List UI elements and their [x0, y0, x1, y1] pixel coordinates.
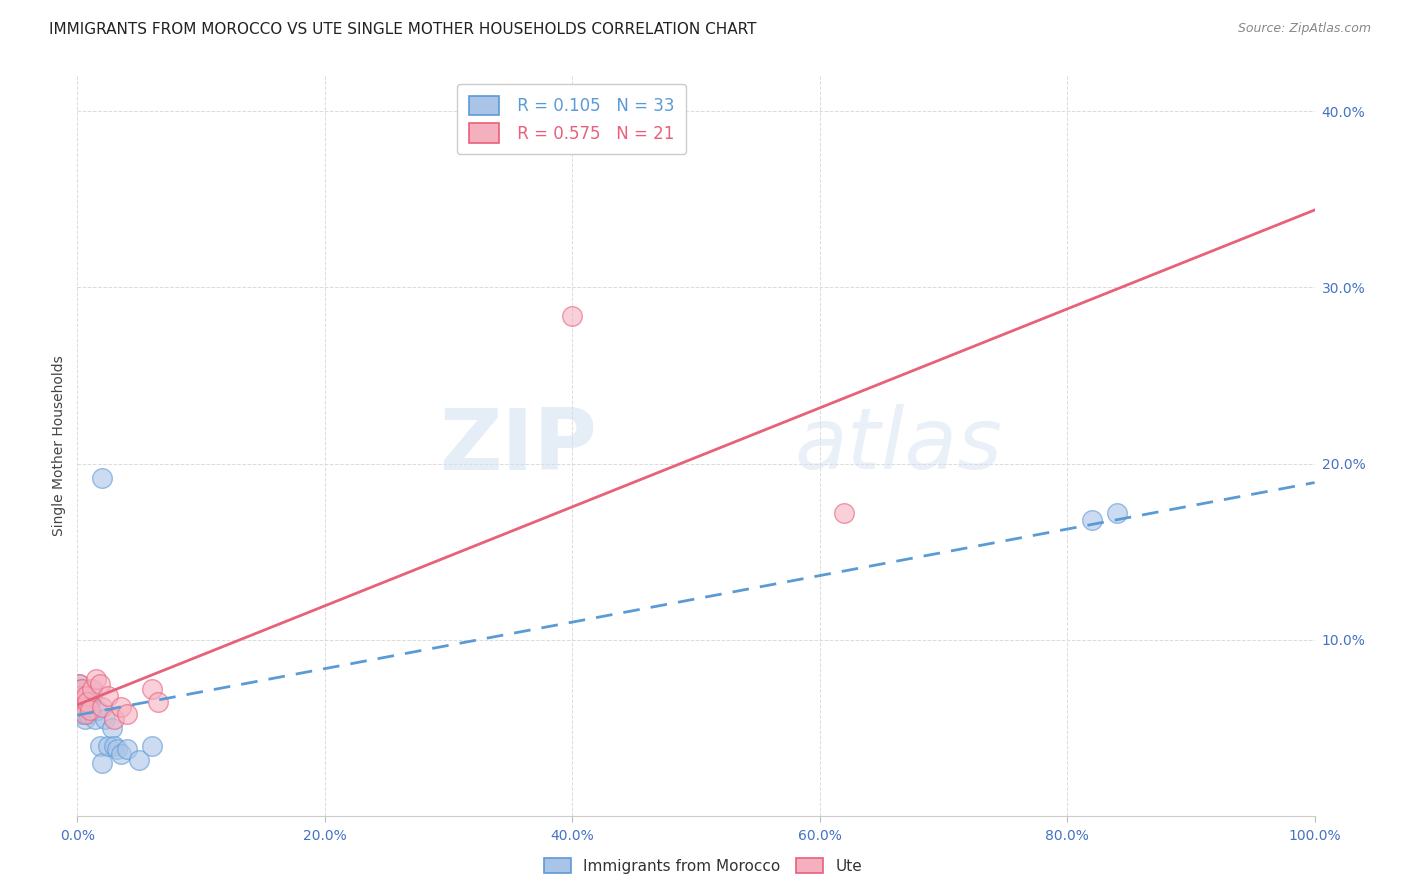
- Point: [72, 699, 94, 714]
- Point: [69, 682, 91, 697]
- Point: [73, 695, 96, 709]
- Point: [83, 712, 105, 726]
- Point: [75, 703, 97, 717]
- Point: [70, 706, 93, 721]
- Point: [70, 695, 93, 709]
- Point: [86, 703, 108, 717]
- Point: [115, 742, 138, 756]
- Point: [115, 706, 138, 721]
- Point: [146, 695, 169, 709]
- Point: [105, 742, 128, 756]
- Text: IMMIGRANTS FROM MOROCCO VS UTE SINGLE MOTHER HOUSEHOLDS CORRELATION CHART: IMMIGRANTS FROM MOROCCO VS UTE SINGLE MO…: [49, 22, 756, 37]
- Point: [110, 747, 132, 762]
- Point: [89, 677, 111, 691]
- Point: [82, 690, 104, 704]
- Point: [76, 695, 98, 709]
- Point: [77, 706, 100, 721]
- Point: [110, 699, 132, 714]
- Point: [141, 739, 163, 753]
- Point: [73, 712, 96, 726]
- Point: [72, 706, 94, 721]
- Point: [69, 690, 91, 704]
- Point: [91, 699, 114, 714]
- Point: [72, 682, 94, 697]
- Point: [67, 677, 90, 691]
- Text: Source: ZipAtlas.com: Source: ZipAtlas.com: [1237, 22, 1371, 36]
- Point: [97, 690, 120, 704]
- Point: [67, 677, 90, 691]
- Point: [76, 699, 98, 714]
- Point: [834, 506, 856, 520]
- Point: [128, 753, 150, 767]
- Point: [91, 756, 114, 771]
- Point: [69, 699, 91, 714]
- Point: [93, 712, 115, 726]
- Point: [72, 682, 94, 697]
- Point: [91, 471, 114, 485]
- Point: [103, 739, 125, 753]
- Point: [75, 690, 97, 704]
- Point: [72, 703, 94, 717]
- Point: [84, 672, 107, 686]
- Point: [67, 695, 90, 709]
- Legend:  R = 0.105   N = 33,  R = 0.575   N = 21: R = 0.105 N = 33, R = 0.575 N = 21: [457, 84, 686, 154]
- Legend: Immigrants from Morocco, Ute: Immigrants from Morocco, Ute: [537, 852, 869, 880]
- Point: [89, 739, 111, 753]
- Point: [79, 703, 101, 717]
- Point: [561, 309, 583, 323]
- Point: [1081, 513, 1104, 527]
- Point: [1105, 506, 1128, 520]
- Point: [79, 695, 101, 709]
- Text: atlas: atlas: [794, 404, 1002, 488]
- Y-axis label: Single Mother Households: Single Mother Households: [52, 356, 66, 536]
- Point: [73, 706, 96, 721]
- Point: [72, 690, 94, 704]
- Point: [101, 721, 124, 735]
- Point: [103, 712, 125, 726]
- Point: [70, 690, 93, 704]
- Text: ZIP: ZIP: [439, 404, 598, 488]
- Point: [141, 682, 163, 697]
- Point: [82, 682, 104, 697]
- Point: [97, 739, 120, 753]
